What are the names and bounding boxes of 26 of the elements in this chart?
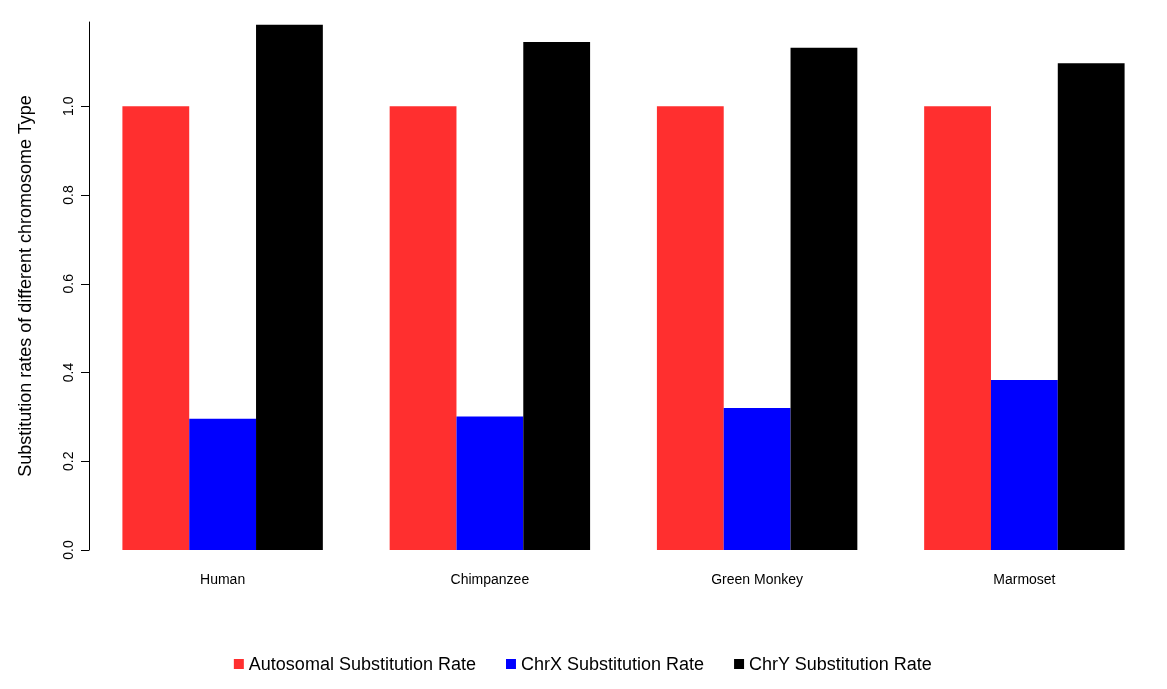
legend-label: ChrY Substitution Rate bbox=[749, 654, 932, 674]
y-axis-title: Substitution rates of different chromosome Type bbox=[15, 95, 35, 477]
bar bbox=[523, 41, 591, 550]
bar bbox=[189, 418, 257, 550]
bar bbox=[256, 24, 323, 550]
legend-label: Autosomal Substitution Rate bbox=[248, 654, 476, 674]
bar bbox=[656, 106, 724, 550]
y-tick-label: 0.0 bbox=[60, 540, 76, 560]
bar bbox=[723, 408, 791, 550]
bar bbox=[990, 380, 1058, 550]
bar bbox=[1057, 63, 1125, 550]
bar bbox=[456, 416, 524, 550]
y-tick-label: 0.6 bbox=[60, 273, 76, 294]
y-tick-label: 0.8 bbox=[60, 185, 76, 205]
x-tick-label: Marmoset bbox=[993, 571, 1056, 587]
x-tick-label: Chimpanzee bbox=[450, 571, 530, 587]
bar bbox=[790, 47, 858, 550]
y-tick-label: 0.2 bbox=[60, 451, 76, 471]
bar bbox=[924, 106, 991, 550]
x-tick-label: Green Monkey bbox=[711, 571, 804, 587]
bar bbox=[122, 106, 190, 550]
y-tick-label: 1.0 bbox=[60, 96, 76, 117]
y-tick-label: 0.4 bbox=[60, 362, 76, 383]
x-tick-label: Human bbox=[200, 571, 246, 587]
legend-label: ChrX Substitution Rate bbox=[520, 654, 705, 674]
bar bbox=[389, 106, 457, 550]
